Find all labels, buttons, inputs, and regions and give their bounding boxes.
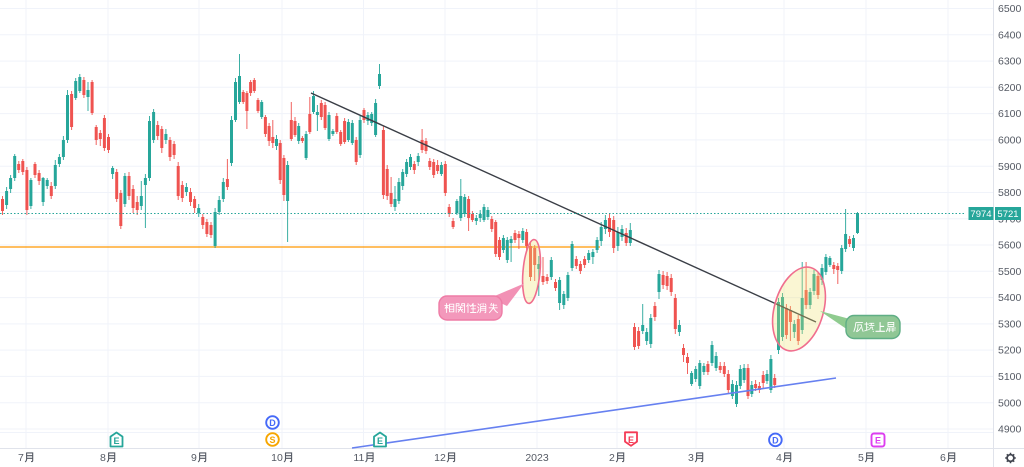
svg-text:5400: 5400	[998, 292, 1022, 304]
svg-text:5200: 5200	[998, 345, 1022, 357]
svg-text:4900: 4900	[998, 424, 1022, 436]
svg-text:9: 9	[191, 452, 197, 464]
svg-text:5300: 5300	[998, 319, 1022, 331]
svg-text:6400: 6400	[998, 29, 1022, 41]
svg-text:6000: 6000	[998, 135, 1022, 147]
svg-text:4: 4	[776, 452, 782, 464]
svg-text:6: 6	[940, 452, 946, 464]
svg-text:12: 12	[434, 452, 446, 464]
svg-text:E: E	[628, 435, 634, 445]
svg-text:11: 11	[353, 452, 364, 464]
svg-text:5000: 5000	[998, 397, 1022, 409]
svg-text:5600: 5600	[998, 240, 1022, 252]
svg-text:2023: 2023	[525, 452, 549, 464]
svg-text:8: 8	[100, 452, 106, 464]
svg-text:6200: 6200	[998, 82, 1022, 94]
svg-text:D: D	[269, 418, 276, 428]
svg-text:6500: 6500	[998, 3, 1022, 15]
svg-text:2: 2	[609, 452, 615, 464]
svg-text:E: E	[113, 436, 119, 446]
svg-text:10: 10	[271, 452, 283, 464]
svg-text:5100: 5100	[998, 371, 1022, 383]
svg-text:E: E	[377, 436, 383, 446]
svg-text:7: 7	[18, 452, 24, 464]
svg-text:E: E	[875, 435, 881, 445]
svg-text:D: D	[772, 435, 779, 445]
svg-text:S: S	[269, 435, 275, 445]
svg-text:5: 5	[858, 452, 864, 464]
svg-text:5500: 5500	[998, 266, 1022, 278]
svg-text:7974: 7974	[970, 209, 991, 220]
svg-text:3: 3	[688, 452, 694, 464]
svg-text:6300: 6300	[998, 56, 1022, 68]
svg-text:5721: 5721	[997, 209, 1018, 220]
svg-text:5900: 5900	[998, 161, 1022, 173]
svg-text:6100: 6100	[998, 108, 1022, 120]
svg-text:5800: 5800	[998, 187, 1022, 199]
